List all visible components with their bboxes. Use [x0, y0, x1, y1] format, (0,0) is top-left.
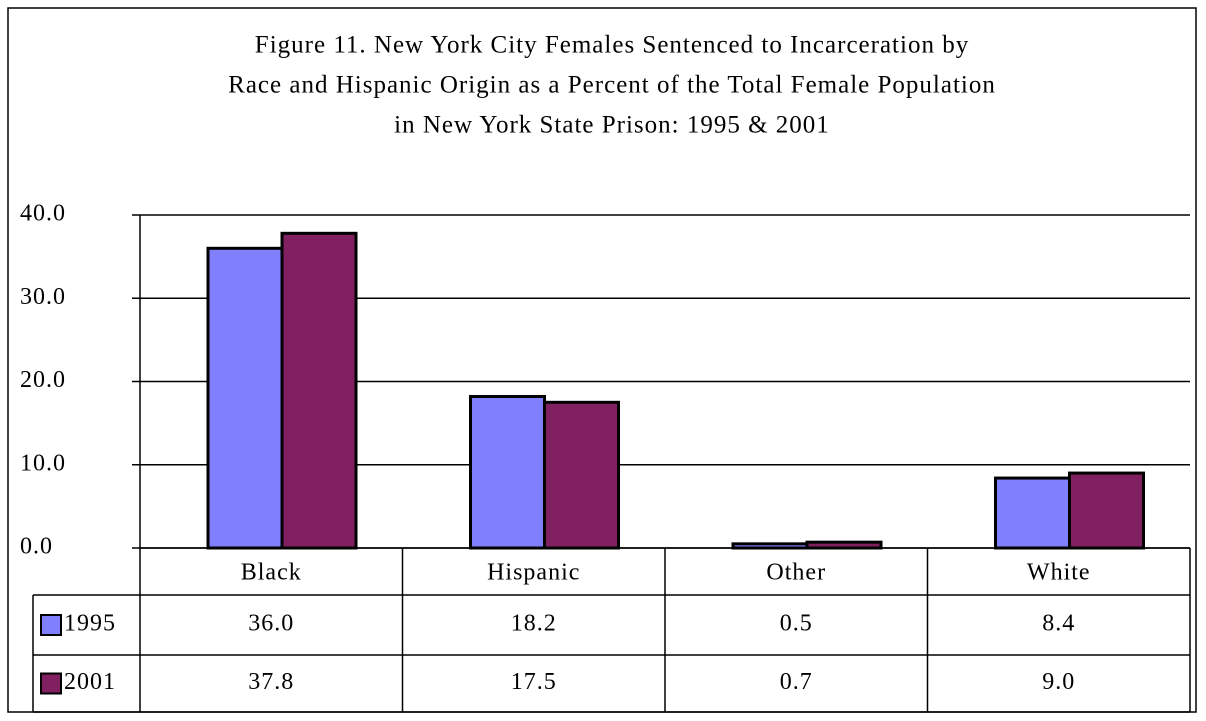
bar [994, 476, 1071, 550]
legend-label: 1995 [64, 611, 116, 637]
bar [805, 540, 883, 550]
bar [280, 231, 358, 550]
table-value: 9.0 [1042, 669, 1075, 695]
y-tick-label: 30.0 [20, 284, 66, 310]
table-value: 0.7 [780, 669, 813, 695]
bar [469, 394, 546, 550]
chart-title: Figure 11. New York City Females Sentenc… [255, 32, 969, 59]
chart-title: in New York State Prison: 1995 & 2001 [394, 112, 830, 139]
x-tick-label: Hispanic [487, 560, 580, 586]
x-tick-label: Black [241, 560, 302, 586]
bar [543, 400, 620, 550]
bar [1068, 471, 1145, 550]
legend-label: 2001 [64, 669, 116, 695]
table-value: 0.5 [780, 611, 813, 637]
y-tick-label: 0.0 [20, 534, 53, 560]
y-tick-label: 10.0 [20, 450, 66, 476]
legend-swatch [40, 614, 62, 636]
table-value: 8.4 [1042, 611, 1075, 637]
y-tick-label: 20.0 [20, 367, 66, 393]
x-tick-label: White [1027, 560, 1091, 586]
table-value: 18.2 [511, 611, 557, 637]
y-tick-label: 40.0 [20, 201, 66, 227]
chart-title: Race and Hispanic Origin as a Percent of… [228, 72, 996, 99]
x-tick-label: Other [766, 560, 826, 586]
legend-swatch [40, 672, 62, 695]
table-value: 17.5 [511, 669, 557, 695]
table-value: 36.0 [248, 611, 294, 637]
table-value: 37.8 [248, 669, 294, 695]
bar [206, 246, 284, 550]
